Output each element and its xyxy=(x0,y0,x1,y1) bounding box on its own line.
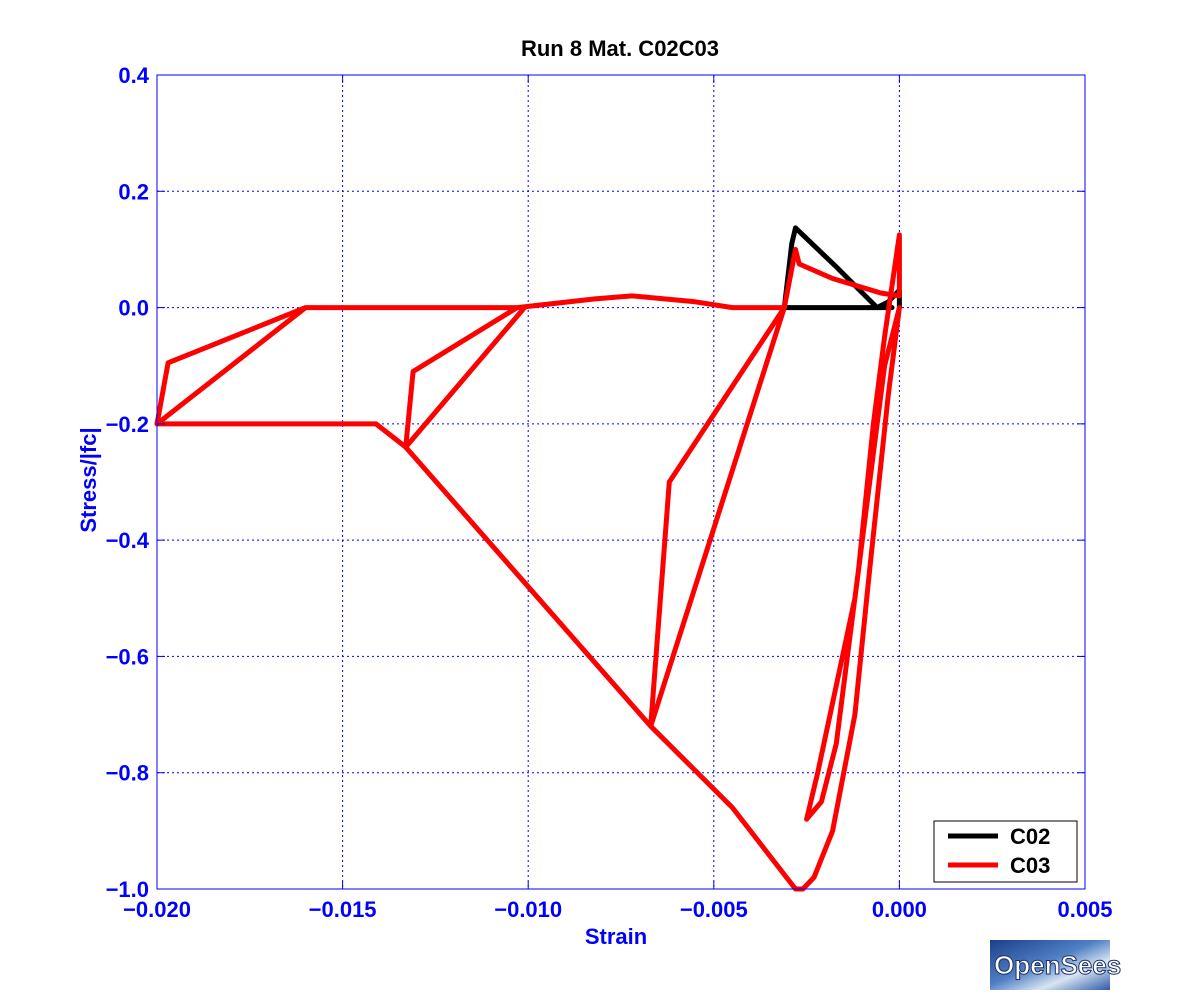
tick-marks: −0.020 −0.015 −0.010 −0.005 0.000 0.005 0.4 0.2… xyxy=(106,63,1113,922)
y-axis-label: Stress/|fc| xyxy=(76,427,101,532)
opensees-logo: OpenSees xyxy=(990,940,1122,990)
x-tick-label: −0.020 xyxy=(123,897,191,922)
x-tick-label: 0.005 xyxy=(1057,897,1112,922)
x-tick-label: −0.015 xyxy=(309,897,377,922)
legend-label-c02: C02 xyxy=(1010,824,1050,849)
x-tick-label: −0.010 xyxy=(494,897,562,922)
y-tick-label: 0.2 xyxy=(118,179,149,204)
y-tick-label: 0.0 xyxy=(118,296,149,321)
series-layer xyxy=(154,225,902,892)
y-tick-label: −0.6 xyxy=(106,644,149,669)
x-tick-label: −0.005 xyxy=(680,897,748,922)
legend-label-c03: C03 xyxy=(1010,853,1050,878)
y-tick-label: −0.4 xyxy=(106,528,150,553)
plot-frame xyxy=(156,74,1086,890)
y-tick-label: −0.2 xyxy=(106,412,149,437)
y-tick-label: −1.0 xyxy=(106,877,149,902)
x-axis-label: Strain xyxy=(585,924,647,949)
x-tick-label: 0.000 xyxy=(872,897,927,922)
legend-box xyxy=(933,820,1078,883)
series-line-c03 xyxy=(154,232,902,892)
grid xyxy=(157,75,1085,889)
y-tick-label: 0.4 xyxy=(118,63,149,88)
legend: C02 C03 xyxy=(933,820,1078,883)
y-tick-label: −0.8 xyxy=(106,761,149,786)
logo-text: OpenSees xyxy=(994,950,1121,980)
chart-title: Run 8 Mat. C02C03 xyxy=(521,36,719,61)
